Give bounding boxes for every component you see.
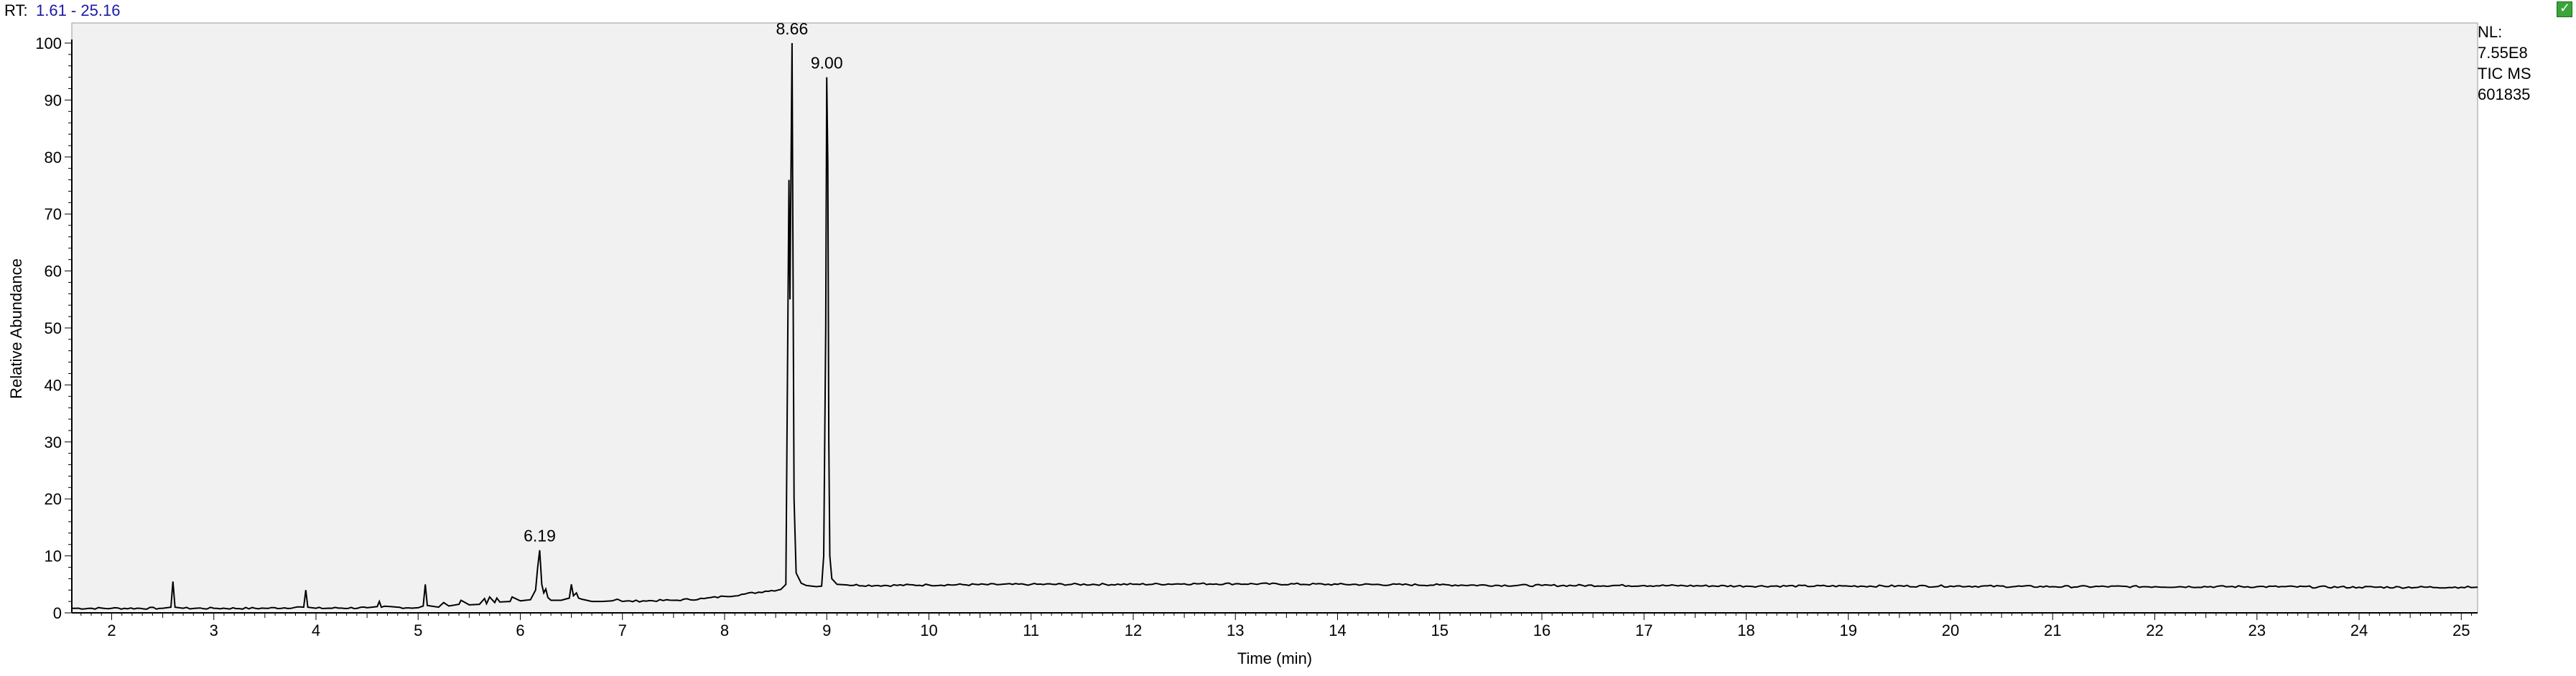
x-tick-label: 22 (2146, 621, 2163, 639)
y-tick-label: 30 (45, 433, 62, 451)
y-tick-label: 100 (35, 34, 62, 52)
x-tick-label: 19 (1839, 621, 1856, 639)
x-tick-label: 12 (1125, 621, 1142, 639)
x-tick-label: 21 (2044, 621, 2061, 639)
nl-value: 7.55E8 (2478, 44, 2528, 62)
peak-label: 9.00 (811, 54, 843, 72)
peak-labels: 6.19 8.669.00 (524, 19, 842, 545)
y-tick-label: 80 (45, 149, 62, 166)
x-axis-label: Time (min) (1237, 649, 1312, 667)
peak-label: 6.19 (524, 527, 556, 545)
plot-area (71, 22, 2478, 614)
y-tick-label: 50 (45, 319, 62, 337)
x-tick-label: 23 (2248, 621, 2265, 639)
x-tick-label: 24 (2351, 621, 2368, 639)
x-tick-label: 13 (1227, 621, 1244, 639)
x-tick-label: 2 (107, 621, 116, 639)
axes: 2 3 4 5 6 7 8 9 10 11 12 13 14 15 16 17 18 19 20 21 22 23 24 25… (35, 34, 2478, 639)
x-tick-label: 17 (1635, 621, 1652, 639)
x-tick-label: 7 (618, 621, 627, 639)
x-tick-label: 4 (312, 621, 320, 639)
sample-name: 601835 (2478, 85, 2531, 103)
x-tick-label: 6 (516, 621, 524, 639)
tic-trace (71, 42, 2478, 610)
y-tick-label: 60 (45, 263, 62, 281)
rt-range-link[interactable]: 1.61 - 25.16 (36, 1, 121, 19)
x-tick-label: 11 (1023, 621, 1039, 639)
y-tick-label: 20 (45, 490, 62, 508)
x-tick-label: 10 (920, 621, 937, 639)
y-tick-label: 10 (45, 548, 62, 565)
normalization-info: NL: 7.55E8 TIC MS 601835 (2478, 22, 2531, 105)
y-tick-label: 90 (45, 91, 62, 109)
y-tick-label: 0 (53, 604, 62, 622)
y-tick-label: 40 (45, 376, 62, 394)
x-tick-label: 18 (1737, 621, 1754, 639)
x-tick-label: 3 (210, 621, 218, 639)
header-bar: RT: 1.61 - 25.16 ✓ (0, 0, 2576, 22)
rt-label: RT: (4, 1, 28, 19)
x-tick-label: 14 (1329, 621, 1346, 639)
x-tick-label: 20 (1942, 621, 1959, 639)
x-tick-label: 9 (822, 621, 831, 639)
x-tick-label: 5 (414, 621, 422, 639)
y-axis-label: Relative Abundance (7, 258, 25, 399)
x-tick-label: 16 (1533, 621, 1550, 639)
x-tick-label: 8 (720, 621, 729, 639)
nl-label: NL: (2478, 23, 2503, 41)
check-icon[interactable]: ✓ (2557, 1, 2572, 17)
peak-label: 8.66 (776, 19, 808, 38)
scan-filter: TIC MS (2478, 65, 2531, 83)
y-tick-label: 70 (45, 205, 62, 223)
x-tick-label: 25 (2452, 621, 2470, 639)
x-tick-label: 15 (1431, 621, 1448, 639)
